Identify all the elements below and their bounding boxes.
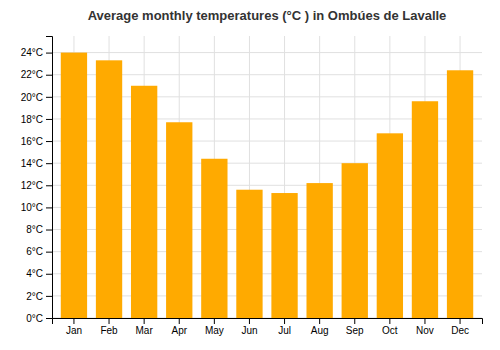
y-tick: 2°C bbox=[26, 291, 52, 302]
x-tick-mark bbox=[389, 318, 390, 324]
x-tick-mark bbox=[424, 318, 425, 324]
x-tick: Aug bbox=[311, 318, 329, 336]
bar bbox=[271, 193, 297, 318]
y-tick: 18°C bbox=[21, 114, 52, 125]
x-tick-label: May bbox=[205, 325, 224, 336]
y-tick-label: 10°C bbox=[21, 202, 43, 213]
bar bbox=[412, 101, 438, 318]
x-tick: Jun bbox=[241, 318, 257, 336]
y-tick-mark bbox=[46, 185, 52, 186]
bar bbox=[377, 133, 403, 318]
x-tick-mark bbox=[214, 318, 215, 324]
y-tick-label: 4°C bbox=[26, 268, 43, 279]
bar bbox=[306, 183, 332, 318]
bars bbox=[61, 53, 473, 318]
x-tick: Feb bbox=[100, 318, 118, 336]
x-tick-label: Oct bbox=[382, 325, 398, 336]
y-tick: 0°C bbox=[26, 313, 52, 324]
x-tick-mark bbox=[284, 318, 285, 324]
x-tick-label: Mar bbox=[136, 325, 154, 336]
y-tick: 16°C bbox=[21, 136, 52, 147]
y-tick-label: 24°C bbox=[21, 47, 43, 58]
y-tick-mark bbox=[46, 97, 52, 98]
x-tick-label: Sep bbox=[346, 325, 364, 336]
y-tick-mark bbox=[46, 141, 52, 142]
x-tick-mark bbox=[144, 318, 145, 324]
x-tick-mark bbox=[460, 318, 461, 324]
y-tick-mark bbox=[46, 318, 52, 319]
x-axis: Jan Feb Mar Apr May Jun Jul Aug Sep Oct Nov Dec bbox=[53, 318, 483, 336]
x-tick-mark bbox=[249, 318, 250, 324]
y-tick-label: 20°C bbox=[21, 92, 43, 103]
y-tick-mark bbox=[46, 163, 52, 164]
x-axis-line bbox=[53, 319, 483, 325]
x-tick-mark bbox=[319, 318, 320, 324]
x-tick-label: Nov bbox=[416, 325, 434, 336]
bar bbox=[447, 70, 473, 318]
chart-svg: Jan Feb Mar Apr May Jun Jul Aug Sep Oct Nov Dec 0°C 2… bbox=[0, 0, 500, 350]
x-tick: Mar bbox=[136, 318, 154, 336]
y-tick-label: 22°C bbox=[21, 69, 43, 80]
y-tick: 20°C bbox=[21, 92, 52, 103]
chart-title: Average monthly temperatures (°C ) in Om… bbox=[88, 8, 447, 23]
y-tick-mark bbox=[46, 207, 52, 208]
y-tick: 14°C bbox=[21, 158, 52, 169]
y-tick-label: 0°C bbox=[26, 313, 43, 324]
x-tick: Oct bbox=[382, 318, 398, 336]
x-tick: Dec bbox=[451, 318, 469, 336]
y-tick-mark bbox=[46, 296, 52, 297]
bar bbox=[342, 163, 368, 318]
x-tick-mark bbox=[109, 318, 110, 324]
y-grid-line bbox=[52, 52, 482, 53]
x-tick-label: Dec bbox=[451, 325, 469, 336]
y-tick: 12°C bbox=[21, 180, 52, 191]
y-axis: 0°C 2°C 4°C 6°C 8°C 10°C 12°C 14°C 16°C 18°C 20°C 2… bbox=[21, 37, 53, 324]
y-tick: 22°C bbox=[21, 69, 52, 80]
y-tick-label: 12°C bbox=[21, 180, 43, 191]
y-tick-label: 8°C bbox=[26, 224, 43, 235]
y-tick-label: 14°C bbox=[21, 158, 43, 169]
y-tick-mark bbox=[46, 119, 52, 120]
y-tick-label: 16°C bbox=[21, 136, 43, 147]
chart-container: Jan Feb Mar Apr May Jun Jul Aug Sep Oct Nov Dec 0°C 2… bbox=[0, 0, 500, 350]
x-tick-label: Aug bbox=[311, 325, 329, 336]
y-tick-mark bbox=[46, 75, 52, 76]
y-tick: 6°C bbox=[26, 246, 52, 257]
x-tick-mark bbox=[73, 318, 74, 324]
x-tick-label: Jun bbox=[241, 325, 257, 336]
x-tick-mark bbox=[354, 318, 355, 324]
grid bbox=[52, 36, 482, 318]
bar bbox=[131, 86, 157, 318]
bar bbox=[166, 122, 192, 318]
y-axis-line bbox=[46, 37, 53, 319]
x-tick-mark bbox=[179, 318, 180, 324]
y-tick-mark bbox=[46, 230, 52, 231]
x-tick-label: Feb bbox=[100, 325, 118, 336]
x-tick: Apr bbox=[171, 318, 187, 336]
x-tick: Jul bbox=[278, 318, 291, 336]
bar bbox=[201, 159, 227, 318]
y-tick: 4°C bbox=[26, 268, 52, 279]
y-tick-label: 6°C bbox=[26, 246, 43, 257]
x-tick-label: Apr bbox=[171, 325, 187, 336]
bar bbox=[61, 53, 87, 318]
bar bbox=[236, 190, 262, 318]
y-tick: 8°C bbox=[26, 224, 52, 235]
plot-area: Jan Feb Mar Apr May Jun Jul Aug Sep Oct Nov Dec 0°C 2… bbox=[21, 36, 483, 336]
bar bbox=[96, 60, 122, 318]
y-tick-mark bbox=[46, 53, 52, 54]
x-tick: Jan bbox=[66, 318, 82, 336]
y-tick-mark bbox=[46, 252, 52, 253]
y-tick: 10°C bbox=[21, 202, 52, 213]
y-tick-label: 18°C bbox=[21, 114, 43, 125]
x-tick-label: Jul bbox=[278, 325, 291, 336]
y-tick-mark bbox=[46, 274, 52, 275]
y-tick-label: 2°C bbox=[26, 291, 43, 302]
x-tick: May bbox=[205, 318, 224, 336]
x-tick-label: Jan bbox=[66, 325, 82, 336]
x-tick: Nov bbox=[416, 318, 434, 336]
y-tick: 24°C bbox=[21, 47, 52, 58]
x-tick: Sep bbox=[346, 318, 364, 336]
